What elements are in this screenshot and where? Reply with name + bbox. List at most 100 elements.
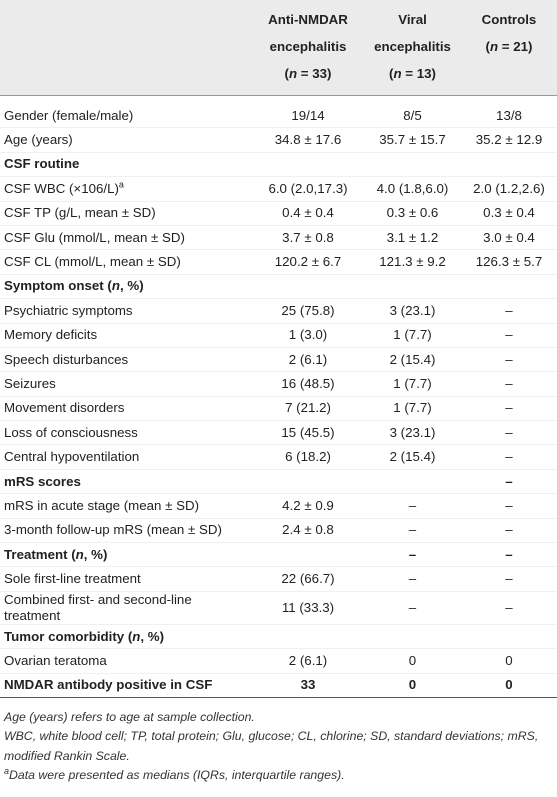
value-cell — [364, 274, 461, 300]
row-label: Gender (female/male) — [0, 95, 252, 129]
row-label: Speech disturbances — [0, 347, 252, 373]
value-cell: 1 (7.7) — [364, 396, 461, 422]
cell-text: 11 (33.3) — [281, 599, 335, 615]
value-cell: 2 (6.1) — [252, 648, 364, 674]
row-label: CSF TP (g/L, mean ± SD) — [0, 201, 252, 226]
italic-text: n — [75, 546, 84, 562]
table-row: NMDAR antibody positive in CSF 33 0 0 — [0, 673, 557, 698]
label-text: CSF Glu (mmol/L, mean ± SD) — [4, 229, 185, 245]
value-cell: – — [364, 493, 461, 519]
label-text: Movement disorders — [4, 400, 125, 416]
value-cell: 3 (23.1) — [364, 420, 461, 446]
table-row: CSF routine — [0, 152, 557, 178]
cell-text: 6 (18.2) — [285, 449, 331, 465]
value-cell: 120.2 ± 6.7 — [252, 249, 364, 275]
row-label: mRS in acute stage (mean ± SD) — [0, 493, 252, 519]
footnote: aData were presented as medians (IQRs, i… — [4, 766, 553, 786]
data-table: Anti-NMDAR encephalitis (n = 33) Viral encep… — [0, 0, 557, 698]
text: = 21) — [498, 39, 533, 54]
footnote-text: Data were presented as medians (IQRs, in… — [9, 768, 345, 783]
table-row: CSF TP (g/L, mean ± SD) 0.4 ± 0.4 0.3 ± 0.… — [0, 201, 557, 226]
table-row: Psychiatric symptoms 25 (75.8) 3 (23.1) – — [0, 298, 557, 324]
table-row: Symptom onset (n, %) — [0, 274, 557, 300]
value-cell: – — [364, 566, 461, 592]
row-label: Sole first-line treatment — [0, 566, 252, 592]
value-cell: 25 (75.8) — [252, 298, 364, 324]
cell-text: 121.3 ± 9.2 — [379, 254, 446, 270]
cell-text: 2.4 ± 0.8 — [282, 522, 334, 538]
value-cell: 1 (3.0) — [252, 323, 364, 348]
footnote-text: Age (years) refers to age at sample coll… — [4, 709, 255, 724]
value-cell: – — [461, 347, 557, 373]
cell-text: – — [505, 375, 513, 391]
cell-text: – — [505, 522, 513, 538]
table-row: Age (years) 34.8 ± 17.6 35.7 ± 15.7 35.2 ± … — [0, 127, 557, 153]
cell-text: 35.2 ± 12.9 — [475, 132, 543, 148]
value-cell: 2 (15.4) — [364, 444, 461, 470]
row-label: Central hypoventilation — [0, 444, 252, 470]
cell-text: 2 (6.1) — [288, 652, 328, 668]
value-cell: – — [461, 420, 557, 446]
footnote: Age (years) refers to age at sample coll… — [4, 708, 553, 728]
value-cell — [252, 542, 364, 568]
value-cell: 6 (18.2) — [252, 444, 364, 470]
cell-text: – — [408, 571, 417, 587]
text: = 33) — [297, 66, 332, 81]
cell-text: 3 (23.1) — [389, 302, 436, 318]
table-row: CSF Glu (mmol/L, mean ± SD) 3.7 ± 0.8 3.1 … — [0, 225, 557, 251]
footnote-marker: a — [118, 179, 124, 190]
footnote: WBC, white blood cell; TP, total protein… — [4, 727, 553, 766]
cell-text: 2 (6.1) — [288, 351, 328, 367]
label-text: Psychiatric symptoms — [4, 302, 133, 318]
row-label: Ovarian teratoma — [0, 648, 252, 674]
cell-text: 3 (23.1) — [389, 424, 436, 440]
row-label: CSF Glu (mmol/L, mean ± SD) — [0, 225, 252, 251]
table-row: Speech disturbances 2 (6.1) 2 (15.4) – — [0, 347, 557, 373]
italic-text: n — [288, 66, 298, 81]
label-text: Speech disturbances — [4, 351, 129, 367]
cell-text: 120.2 ± 6.7 — [274, 254, 342, 270]
cell-text: 4.2 ± 0.9 — [282, 497, 334, 513]
text: mRS scores — [4, 473, 81, 489]
text: ( — [284, 66, 289, 81]
value-cell: 33 — [252, 673, 364, 698]
value-cell: 4.2 ± 0.9 — [252, 493, 364, 519]
header-count: (n = 33) — [254, 60, 362, 87]
text: Symptom onset ( — [4, 278, 112, 294]
footnote-text: WBC, white blood cell; TP, total protein… — [4, 729, 539, 763]
cell-text: – — [505, 546, 513, 562]
text: Tumor comorbidity ( — [4, 628, 133, 644]
row-label: Memory deficits — [0, 323, 252, 348]
cell-text: 1 (7.7) — [393, 375, 432, 391]
header-count: (n = 21) — [463, 33, 555, 60]
row-label: CSF routine — [0, 152, 252, 178]
value-cell: – — [461, 566, 557, 592]
value-cell: 7 (21.2) — [252, 396, 364, 422]
text: ( — [389, 66, 394, 81]
label-text: CSF WBC (×106/L) — [4, 180, 119, 196]
row-label: Psychiatric symptoms — [0, 298, 252, 324]
header-line: Anti-NMDAR — [268, 12, 348, 27]
value-cell: – — [461, 518, 557, 544]
label-text: Seizures — [4, 375, 56, 391]
row-label: Treatment (n, %) — [0, 542, 252, 568]
cell-text: 2 (15.4) — [389, 449, 436, 465]
value-cell: – — [461, 542, 557, 568]
value-cell — [252, 624, 364, 650]
cell-text: 1 (7.7) — [393, 327, 432, 343]
value-cell: 126.3 ± 5.7 — [461, 249, 557, 275]
value-cell — [461, 274, 557, 300]
cell-text: – — [505, 449, 513, 465]
cell-text: 2.0 (1.2,2.6) — [473, 180, 545, 196]
cell-text: 16 (48.5) — [281, 375, 335, 391]
cell-text: – — [408, 497, 417, 513]
value-cell — [461, 152, 557, 178]
table-row: Central hypoventilation 6 (18.2) 2 (15.4) – — [0, 444, 557, 470]
text: , %) — [83, 546, 108, 562]
cell-text: 0 — [408, 677, 417, 693]
cell-text: 3.7 ± 0.8 — [282, 229, 334, 245]
cell-text: 35.7 ± 15.7 — [379, 132, 446, 148]
cell-text: 25 (75.8) — [281, 302, 335, 318]
cell-text: 4.0 (1.8,6.0) — [376, 180, 449, 196]
value-cell: 2.0 (1.2,2.6) — [461, 176, 557, 202]
